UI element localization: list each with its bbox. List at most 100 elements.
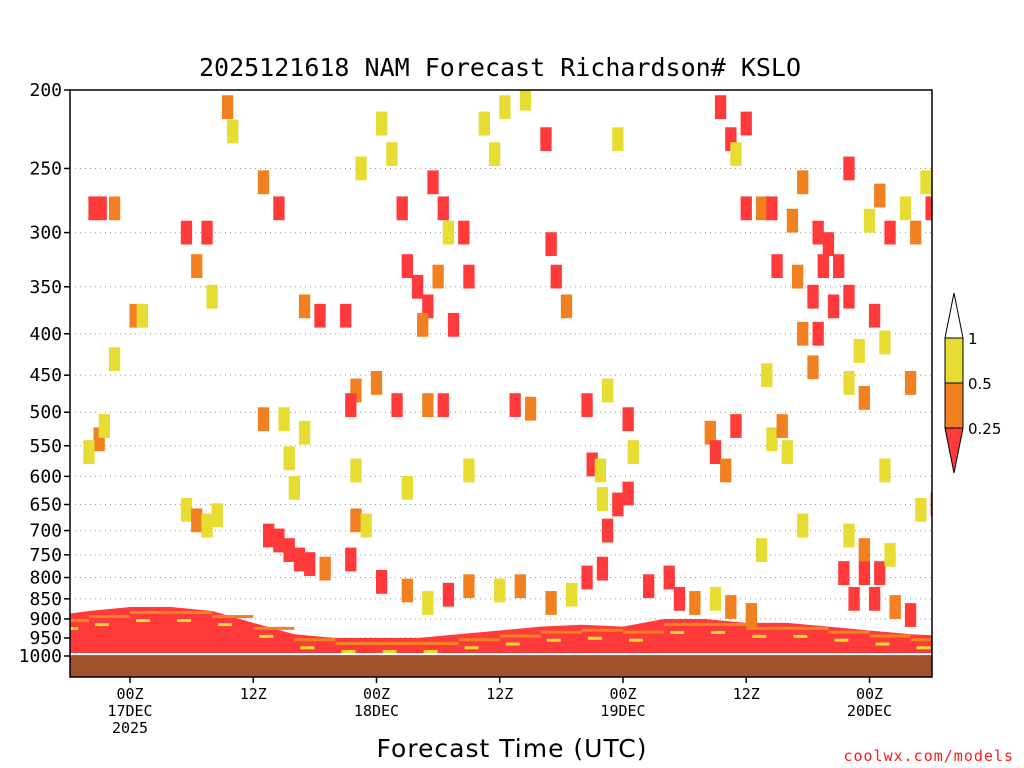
surface-streak <box>587 636 602 640</box>
surface-streak <box>629 638 643 642</box>
data-cell <box>129 303 141 328</box>
y-tick-label: 550 <box>29 436 62 457</box>
surface-streak <box>218 623 233 627</box>
data-cell <box>83 440 95 464</box>
data-cell <box>812 321 824 346</box>
data-cell <box>375 111 388 136</box>
y-tick-label: 950 <box>29 628 62 649</box>
surface-streak <box>171 611 213 615</box>
data-cell <box>689 591 701 615</box>
data-cell <box>817 254 829 279</box>
data-cell <box>874 561 886 585</box>
data-cell <box>524 396 537 421</box>
data-cell <box>720 458 732 483</box>
data-cell <box>93 427 105 452</box>
data-cell <box>899 196 912 221</box>
surface-streak <box>869 634 911 638</box>
y-tick-label: 700 <box>29 521 62 542</box>
data-cell <box>550 264 562 289</box>
data-cell <box>509 393 521 418</box>
data-cell <box>643 574 655 599</box>
data-cell <box>776 414 788 438</box>
surface-gap <box>910 653 932 655</box>
surface-gap <box>417 653 459 655</box>
data-cell <box>797 170 809 195</box>
data-cell <box>88 196 100 221</box>
data-cell <box>627 440 639 464</box>
data-cell <box>370 371 383 395</box>
data-cell <box>709 586 722 611</box>
surface-streak <box>382 649 397 653</box>
data-cell <box>442 582 455 607</box>
colorbar-bin <box>944 427 964 474</box>
data-cell <box>863 208 876 233</box>
data-cell <box>136 303 148 328</box>
x-tick-label: 18DEC <box>354 702 399 720</box>
data-cell <box>298 294 311 319</box>
data-cell <box>786 208 799 233</box>
surface-streak <box>294 638 336 642</box>
data-cell <box>843 284 855 309</box>
data-cell <box>417 312 429 337</box>
data-cell <box>797 513 809 538</box>
data-cell <box>725 595 737 619</box>
surface-gap <box>171 653 213 655</box>
data-cell <box>884 542 896 567</box>
data-cell <box>586 452 598 477</box>
data-cell <box>868 586 881 611</box>
data-cell <box>889 595 901 619</box>
surface-streak <box>916 646 931 650</box>
data-cell <box>858 561 871 585</box>
surface-gap <box>869 653 911 655</box>
data-cell <box>401 254 413 279</box>
surface-streak <box>212 615 254 619</box>
x-tick-label: 20DEC <box>847 702 892 720</box>
data-cell <box>622 407 634 432</box>
data-cell <box>709 440 722 464</box>
data-cell <box>848 586 860 611</box>
surface-streak <box>705 622 747 626</box>
y-tick-label: 850 <box>29 589 62 610</box>
data-cell <box>108 347 121 372</box>
surface-streak <box>88 615 130 619</box>
data-cell <box>411 274 424 299</box>
data-cell <box>298 420 311 445</box>
data-cell <box>822 232 835 257</box>
y-tick-label: 300 <box>29 223 62 244</box>
data-cell <box>858 385 871 410</box>
plot-area <box>69 89 933 678</box>
x-tick-label: 17DEC <box>107 702 152 720</box>
data-cell <box>360 513 372 538</box>
data-cell <box>545 591 557 615</box>
data-cell <box>108 196 121 221</box>
data-cell <box>868 303 881 328</box>
surface-streak <box>70 627 79 631</box>
surface-streak <box>540 630 582 634</box>
data-cell <box>283 538 295 563</box>
data-cell <box>304 552 316 576</box>
surface-streak <box>464 646 479 650</box>
x-tick-label: 19DEC <box>600 702 645 720</box>
data-cell <box>843 523 855 548</box>
y-axis: 200 250 300 350 400 450 500 550 600 650 700 7508008… <box>19 80 70 667</box>
surface-streak <box>70 619 89 623</box>
colorbar-label: 0.25 <box>968 420 1001 438</box>
surface-gap <box>294 653 336 655</box>
data-cell <box>355 156 367 181</box>
data-cell <box>596 487 609 511</box>
x-tick-label: 12Z <box>240 685 267 703</box>
credit-text: coolwx.com/models <box>843 747 1014 765</box>
data-cell <box>581 565 593 590</box>
data-cell <box>201 220 213 245</box>
data-cell <box>432 264 444 289</box>
surface-streak <box>670 630 685 634</box>
data-cell <box>98 414 110 438</box>
data-cell <box>560 294 573 319</box>
surface-streak <box>746 626 788 630</box>
surface-streak <box>581 628 623 632</box>
data-cell <box>756 196 768 221</box>
y-tick-label: 350 <box>29 277 62 298</box>
plot-content <box>70 90 932 677</box>
